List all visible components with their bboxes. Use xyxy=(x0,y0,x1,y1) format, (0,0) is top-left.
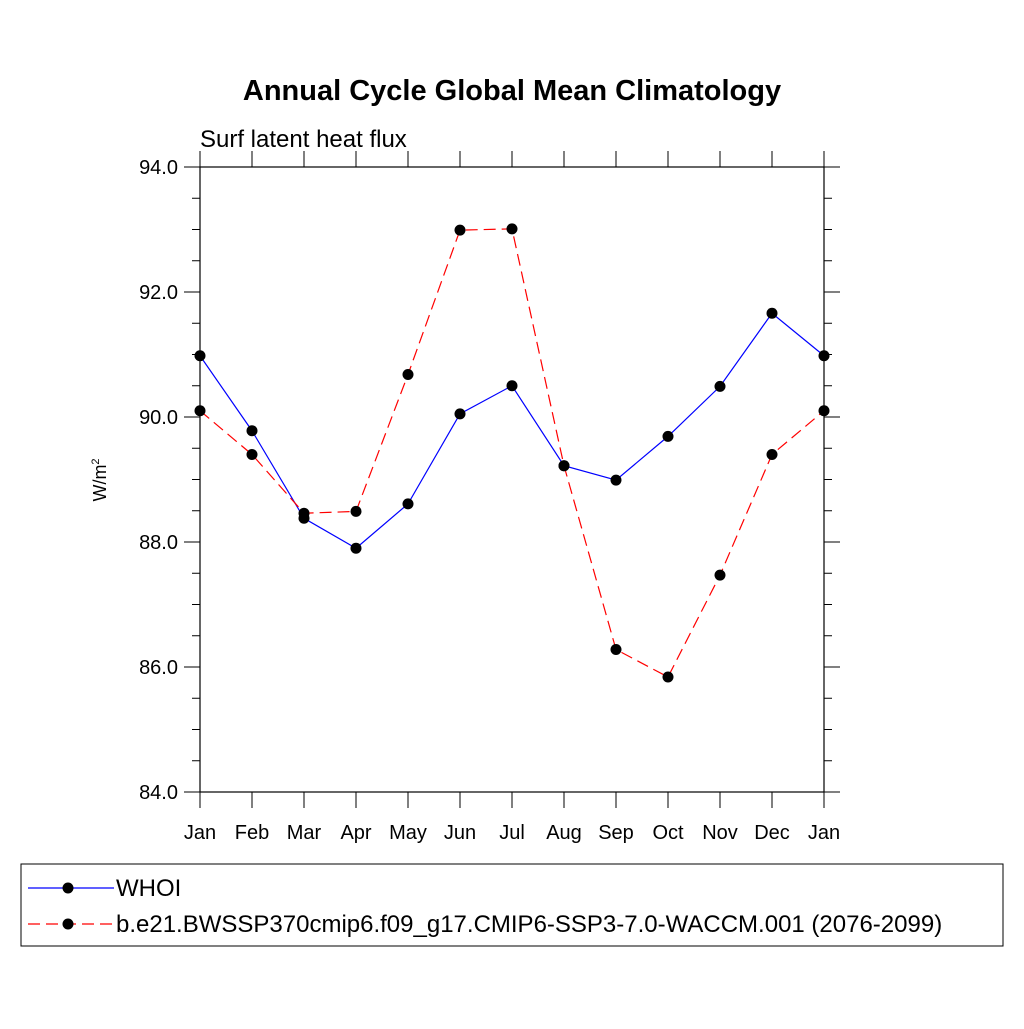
data-point xyxy=(454,408,466,420)
y-tick-label: 88.0 xyxy=(139,532,178,554)
chart-legend: WHOI b.e21.BWSSP370cmip6.f09_g17.CMIP6-SS… xyxy=(20,863,1004,947)
data-point xyxy=(610,474,622,486)
data-point xyxy=(818,350,830,362)
data-point xyxy=(194,350,206,362)
legend-label: b.e21.BWSSP370cmip6.f09_g17.CMIP6-SSP3-7… xyxy=(116,911,942,938)
plot-axes: 84.0 86.0 88.0 90.0 92.0 94.0 Jan Feb Mar Apr May J… xyxy=(139,151,840,844)
data-point xyxy=(714,380,726,392)
data-point xyxy=(766,307,778,319)
legend-label: WHOI xyxy=(116,875,181,902)
plot-series xyxy=(194,223,830,683)
y-tick-label: 86.0 xyxy=(139,657,178,679)
plot-frame xyxy=(199,166,825,793)
x-tick-label: Jan xyxy=(808,822,840,844)
y-tick-label: 92.0 xyxy=(139,282,178,304)
y-tick-label: 94.0 xyxy=(139,157,178,179)
series-line xyxy=(199,228,825,678)
x-tick-label: Feb xyxy=(235,822,269,844)
data-point xyxy=(506,380,518,392)
x-tick-label: Apr xyxy=(340,822,371,844)
data-point xyxy=(402,369,414,380)
x-tick-label: Oct xyxy=(652,822,684,844)
data-point xyxy=(350,542,362,554)
data-point xyxy=(194,405,206,417)
data-point xyxy=(610,644,622,655)
x-tick-label: Dec xyxy=(754,822,790,844)
legend-marker xyxy=(62,918,74,930)
data-point xyxy=(558,460,570,472)
data-point xyxy=(454,224,466,236)
x-tick-label: Sep xyxy=(598,822,634,844)
series-2 xyxy=(194,223,830,683)
chart-title: Annual Cycle Global Mean Climatology xyxy=(243,75,781,107)
data-point xyxy=(766,449,778,460)
legend-marker xyxy=(62,882,74,894)
data-point xyxy=(246,425,258,437)
y-tick-label: 90.0 xyxy=(139,407,178,429)
y-axis-label: W/m2 xyxy=(90,458,110,501)
data-point xyxy=(350,505,362,517)
x-tick-label: Aug xyxy=(546,822,582,844)
y-tick-label: 84.0 xyxy=(139,782,178,804)
x-tick-label: Nov xyxy=(702,822,738,844)
data-point xyxy=(506,223,518,235)
chart-subtitle: Surf latent heat flux xyxy=(200,126,407,153)
data-point xyxy=(714,569,726,581)
data-point xyxy=(818,405,830,417)
series-line xyxy=(199,312,825,549)
legend-box xyxy=(20,863,1004,947)
x-tick-label: Mar xyxy=(287,822,322,844)
data-point xyxy=(298,507,310,519)
data-point xyxy=(402,498,414,510)
x-tick-label: Jul xyxy=(499,822,525,844)
y-axis-label-exponent: 2 xyxy=(90,458,102,464)
data-point xyxy=(662,671,674,683)
series-1 xyxy=(194,307,830,554)
data-point xyxy=(662,430,674,442)
y-axis-label-unit: W/m xyxy=(90,465,110,502)
data-point xyxy=(246,449,258,460)
x-tick-label: Jan xyxy=(184,822,216,844)
x-tick-label: May xyxy=(389,822,427,844)
x-tick-label: Jun xyxy=(444,822,476,844)
